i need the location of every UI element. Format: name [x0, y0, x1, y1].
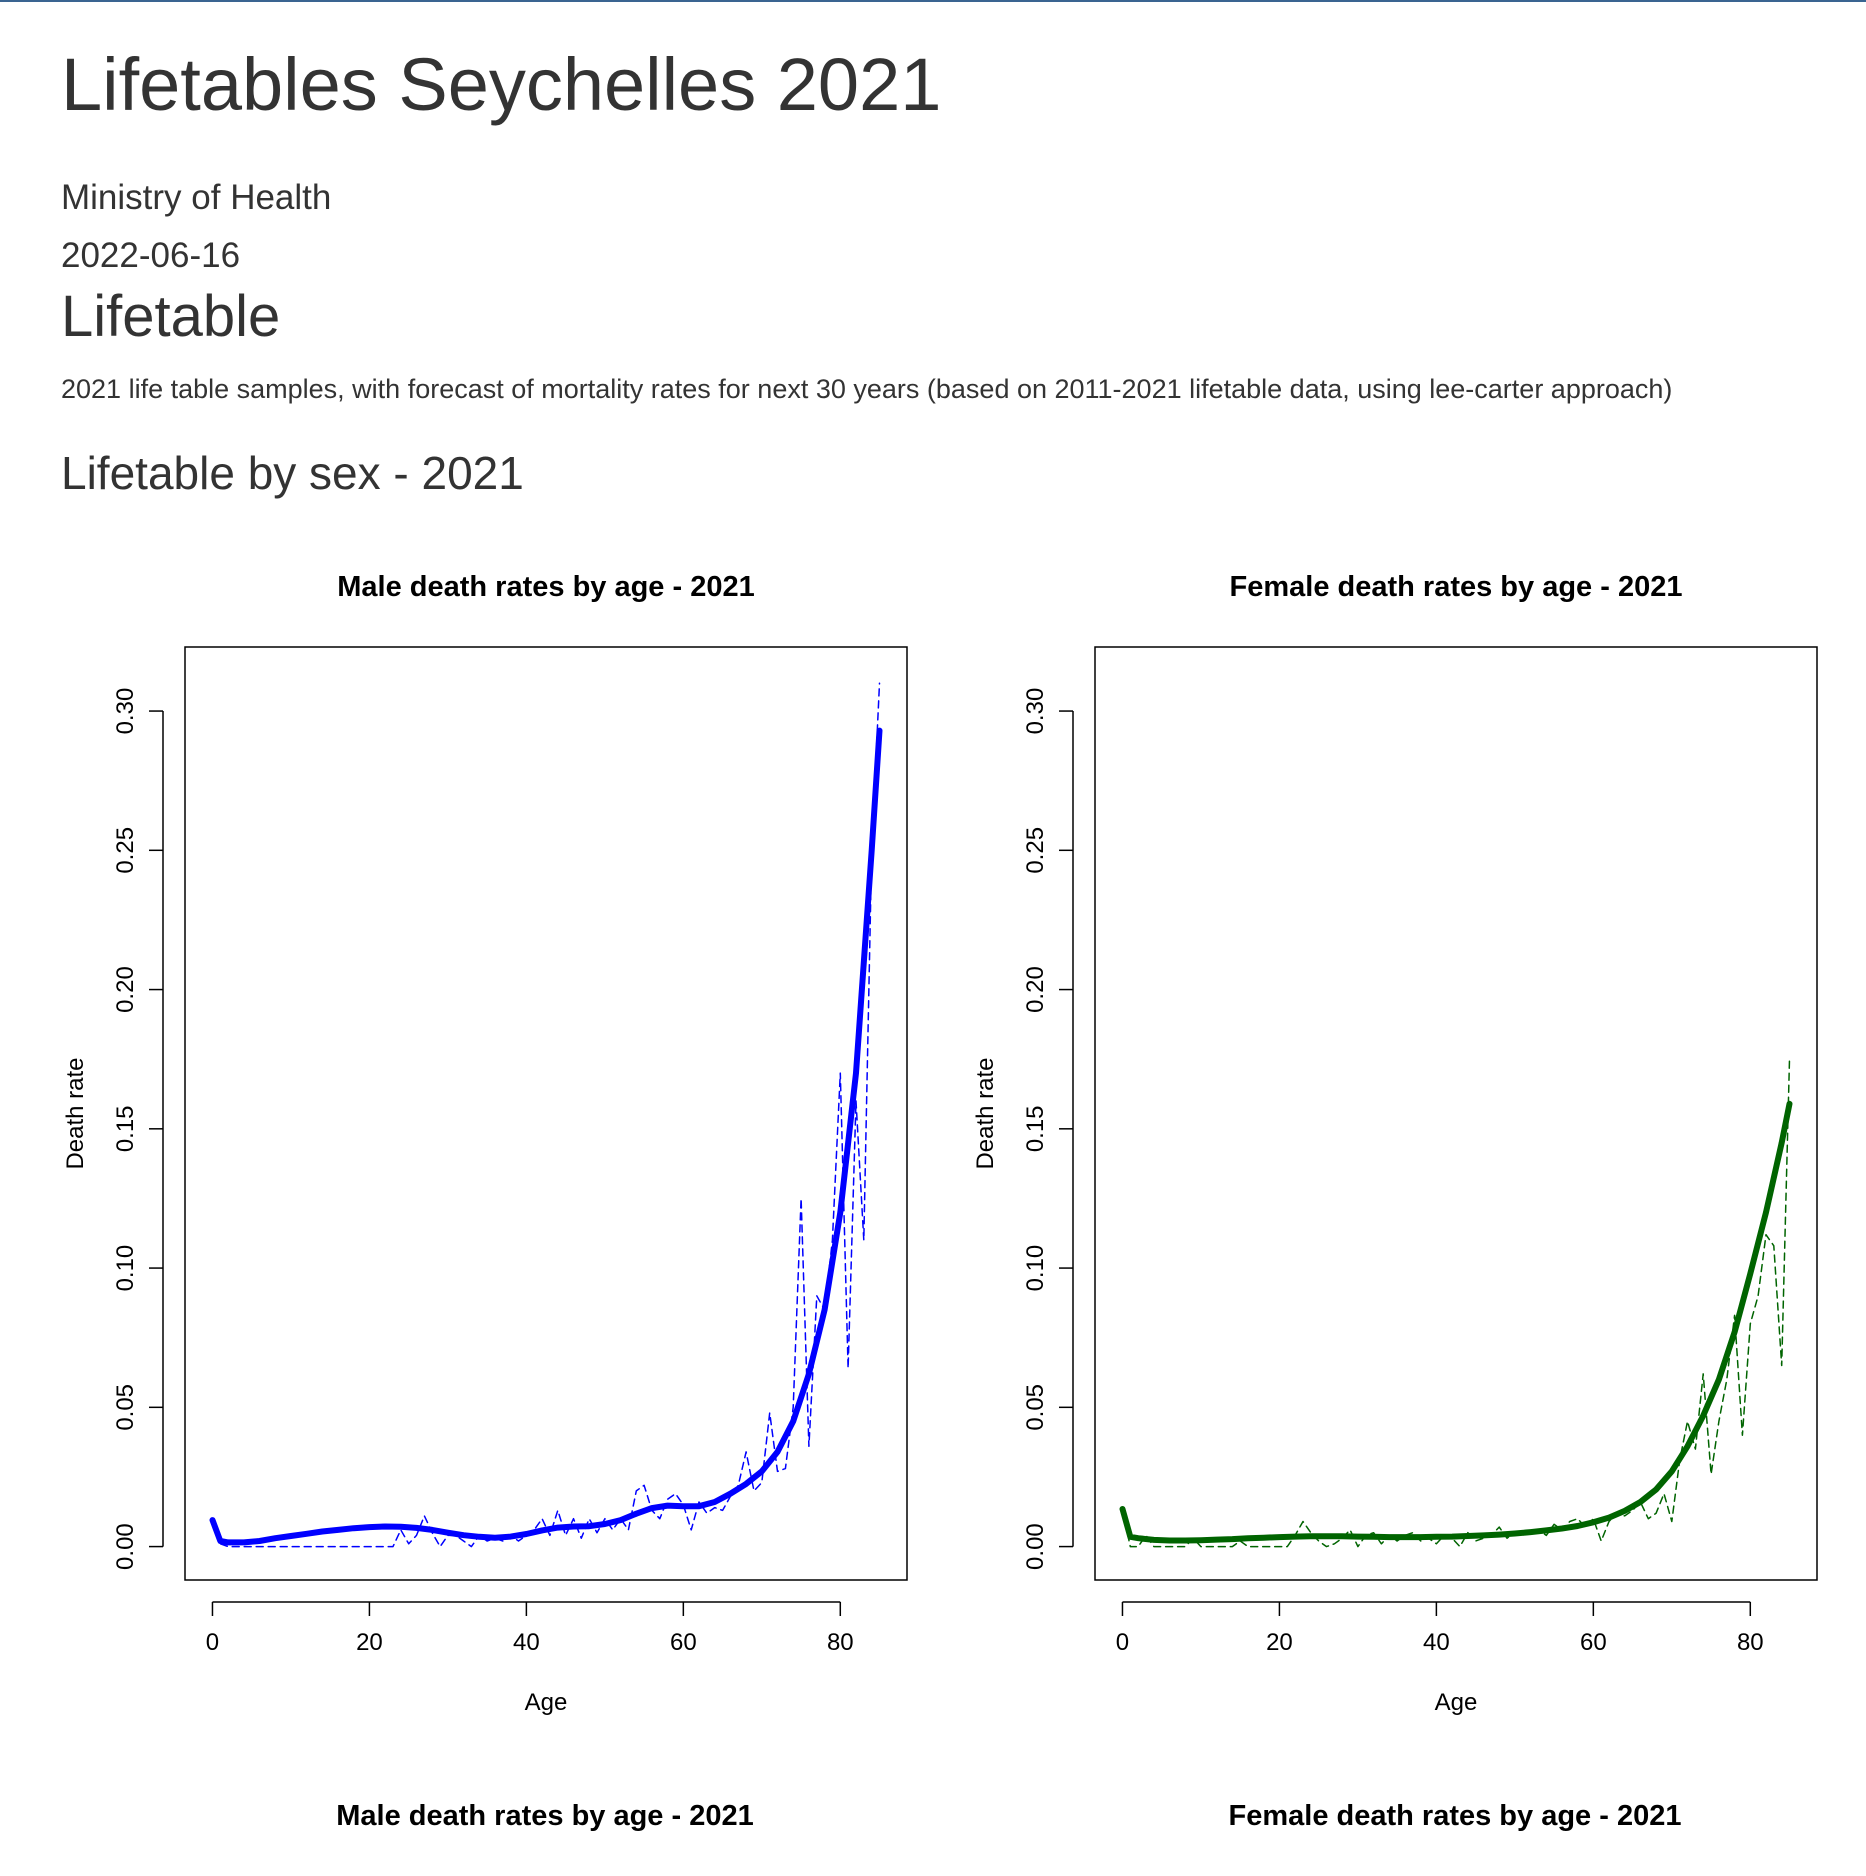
y-tick-label: 0.05 [112, 1384, 139, 1431]
y-tick-label: 0.15 [112, 1105, 139, 1152]
subsection-title: Lifetable by sex - 2021 [61, 447, 524, 499]
plot-frame [184, 646, 908, 1581]
y-tick-label: 0.20 [112, 966, 139, 1013]
x-tick-label: 20 [1266, 1629, 1293, 1656]
observed-rate-line [1121, 1058, 1791, 1548]
x-tick-label: 0 [206, 1629, 219, 1656]
y-tick-label: 0.00 [112, 1523, 139, 1570]
y-axis-label: Death rate [62, 1057, 89, 1169]
y-axis: 0.00 0.05 0.10 0.15 0.20 0.25 0.30 Death rate [972, 688, 1074, 1570]
y-tick-label: 0.30 [112, 688, 139, 735]
section-title: Lifetable [61, 284, 281, 349]
x-tick-label: 40 [1423, 1629, 1450, 1656]
plot-frame [1094, 646, 1818, 1581]
y-tick-label: 0.20 [1022, 966, 1049, 1013]
x-tick-label: 20 [356, 1629, 383, 1656]
smoothed-rate-line [1119, 1100, 1793, 1544]
section-description: 2021 life table samples, with forecast o… [61, 374, 1673, 404]
chart-title: Female death rates by age - 2021 [1230, 571, 1683, 603]
x-tick-label: 60 [1580, 1629, 1607, 1656]
page-title: Lifetables Seychelles 2021 [61, 43, 942, 126]
y-tick-label: 0.05 [1022, 1384, 1049, 1431]
top-border [0, 0, 1866, 2]
y-tick-label: 0.00 [1022, 1523, 1049, 1570]
y-axis-label: Death rate [972, 1057, 999, 1169]
x-tick-label: 0 [1116, 1629, 1129, 1656]
x-tick-label: 80 [827, 1629, 854, 1656]
female-chart-title-row2: Female death rates by age - 2021 [1228, 1800, 1682, 1832]
male-death-rate-chart: Male death rates by age - 2021 0 20 40 60 80 A… [62, 571, 908, 1716]
x-tick-label: 60 [670, 1629, 697, 1656]
author: Ministry of Health [61, 178, 332, 217]
x-axis: 0 20 40 60 80 Age [1116, 1601, 1764, 1716]
x-tick-label: 40 [513, 1629, 540, 1656]
male-chart-title-row2: Male death rates by age - 2021 [336, 1800, 754, 1832]
y-tick-label: 0.10 [112, 1245, 139, 1292]
y-tick-label: 0.30 [1022, 688, 1049, 735]
y-tick-label: 0.25 [1022, 827, 1049, 874]
y-tick-label: 0.25 [112, 827, 139, 874]
page-header: Lifetables Seychelles 2021 Ministry of H… [61, 40, 941, 276]
chart-title: Male death rates by age - 2021 [337, 571, 754, 603]
x-axis: 0 20 40 60 80 Age [206, 1601, 854, 1716]
observed-rate-line [211, 682, 881, 1548]
x-axis-label: Age [525, 1689, 568, 1716]
x-tick-label: 80 [1737, 1629, 1764, 1656]
smoothed-rate-line [209, 727, 883, 1546]
x-axis-label: Age [1435, 1689, 1478, 1716]
y-tick-label: 0.15 [1022, 1105, 1049, 1152]
y-axis: 0.00 0.05 0.10 0.15 0.20 0.25 0.30 Death rate [62, 688, 164, 1570]
y-tick-label: 0.10 [1022, 1245, 1049, 1292]
date: 2022-06-16 [61, 236, 241, 275]
female-death-rate-chart: Female death rates by age - 2021 0 20 40 60 8… [972, 571, 1818, 1716]
